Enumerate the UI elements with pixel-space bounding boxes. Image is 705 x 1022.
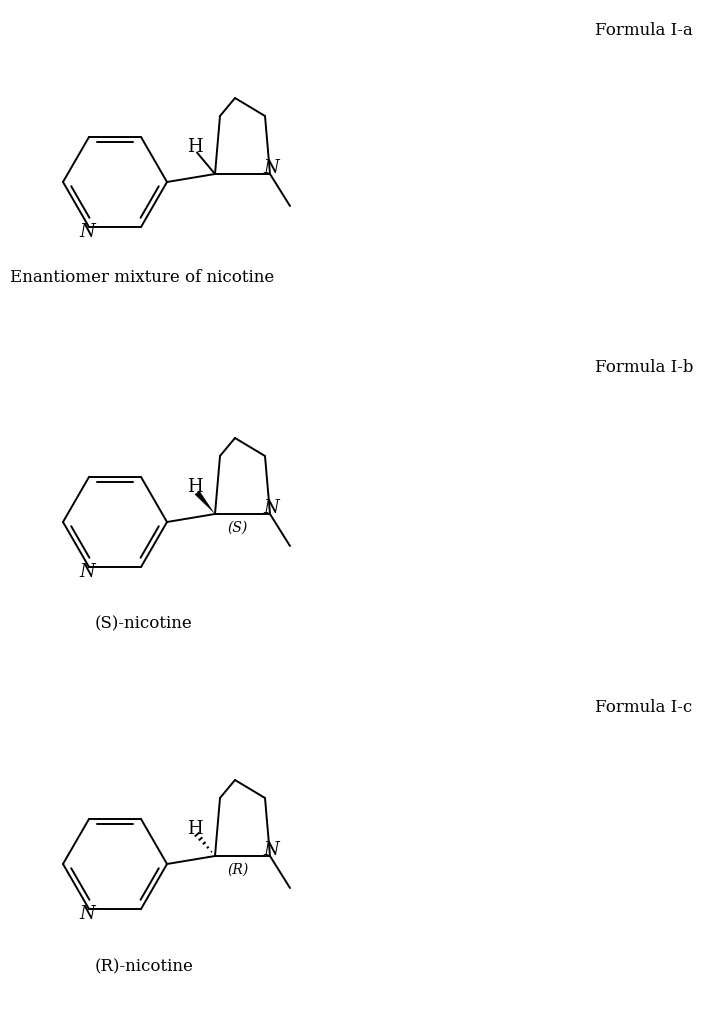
Text: N: N <box>263 159 279 177</box>
Text: H: H <box>188 477 203 496</box>
Text: N: N <box>263 499 279 517</box>
Text: N: N <box>79 223 95 241</box>
Polygon shape <box>195 491 215 514</box>
Text: H: H <box>188 820 203 838</box>
Text: Formula I-c: Formula I-c <box>595 698 692 715</box>
Text: (S)-nicotine: (S)-nicotine <box>95 615 192 633</box>
Text: Formula I-a: Formula I-a <box>595 21 693 39</box>
Text: N: N <box>79 563 95 582</box>
Text: Enantiomer mixture of nicotine: Enantiomer mixture of nicotine <box>10 269 274 285</box>
Text: (R): (R) <box>227 863 248 877</box>
Text: N: N <box>79 905 95 923</box>
Text: Formula I-b: Formula I-b <box>595 359 694 375</box>
Text: H: H <box>188 138 203 155</box>
Text: (R)-nicotine: (R)-nicotine <box>95 959 194 976</box>
Text: (S): (S) <box>227 521 247 535</box>
Text: N: N <box>263 841 279 860</box>
